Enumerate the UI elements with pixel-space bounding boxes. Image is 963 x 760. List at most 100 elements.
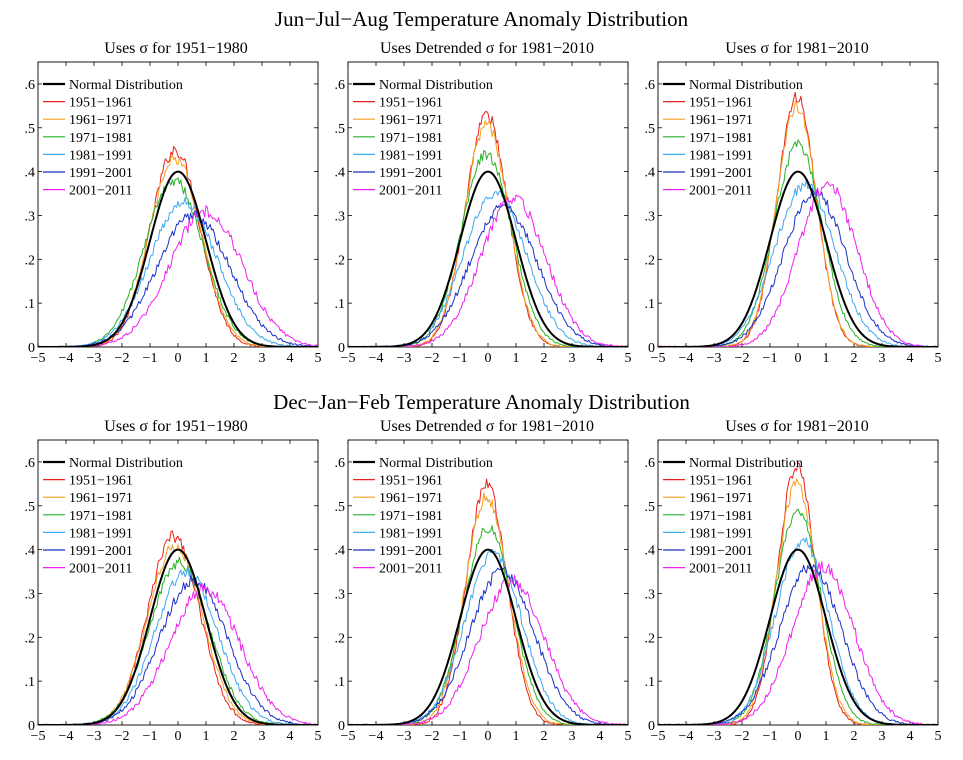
x-tick-label: −1 [763,351,778,366]
y-tick-label: .3 [645,587,656,602]
y-tick-label: .2 [645,253,656,268]
legend-label: 1991−2001 [69,544,133,559]
series-line-2001-2011 [38,582,318,725]
row-title-winter: Dec−Jan−Feb Temperature Anomaly Distribu… [273,390,690,414]
x-tick-label: −4 [369,351,384,366]
x-tick-label: 5 [315,729,322,744]
x-tick-label: −4 [59,729,74,744]
x-tick-label: −3 [397,351,412,366]
series-lines [348,478,628,725]
panel-4: −5 −4 −3 −2 −1 0 1 2 3 4 5 0 .1 .2 .3 .4 .5 .6 Normal Dist… [25,439,322,744]
y-tick-label: .4 [645,166,656,181]
x-tick-label: −1 [453,729,468,744]
x-tick-label: −1 [453,351,468,366]
x-tick-label: 4 [287,729,294,744]
y-tick-label: .2 [335,631,346,646]
y-tick-label: .2 [645,631,656,646]
legend-label: 1971−1981 [689,131,753,146]
series-line-1971-1981 [658,508,938,725]
panel-2: −5 −4 −3 −2 −1 0 1 2 3 4 5 0 .1 .2 .3 .4 .5 .6 Normal Dist… [335,61,632,366]
x-tick-label: 2 [851,351,858,366]
y-tick-label: .4 [25,166,36,181]
series-lines [348,110,628,347]
x-tick-label: −4 [679,351,694,366]
legend-label: 1991−2001 [69,166,133,181]
y-tick-label: .6 [645,78,656,93]
legend-label: Normal Distribution [379,78,493,93]
x-tick-label: −1 [763,729,778,744]
series-line-normal-distribution [38,548,318,725]
legend-label: 2001−2011 [69,184,132,199]
x-tick-label: −1 [143,351,158,366]
legend-label: 2001−2011 [69,562,132,577]
x-tick-label: 1 [513,729,520,744]
series-line-1971-1981 [38,556,318,725]
y-tick-label: .6 [335,456,346,471]
legend-label: Normal Distribution [379,456,493,471]
panel-6: −5 −4 −3 −2 −1 0 1 2 3 4 5 0 .1 .2 .3 .4 .5 .6 Normal Dist… [645,439,942,744]
x-tick-label: 0 [795,351,802,366]
x-tick-label: 1 [823,729,830,744]
x-tick-label: −3 [707,729,722,744]
series-line-1981-1991 [658,179,938,347]
x-tick-label: −1 [143,729,158,744]
legend-label: 1961−1971 [379,113,443,128]
legend: Normal Distribution 1951−1961 1961−1971 197… [663,78,803,199]
legend-label: 1991−2001 [689,544,753,559]
x-tick-label: −2 [735,351,750,366]
x-tick-label: 4 [907,729,914,744]
x-tick-label: 5 [935,351,942,366]
legend-label: 1961−1971 [69,113,133,128]
series-line-1991-2001 [658,564,938,725]
y-tick-label: .3 [25,209,36,224]
x-tick-label: 2 [231,729,238,744]
legend-label: 1951−1961 [379,474,443,489]
y-tick-label: .4 [645,544,656,559]
x-tick-label: −2 [735,729,750,744]
legend-label: 1991−2001 [379,166,443,181]
x-tick-label: 4 [287,351,294,366]
x-tick-label: −2 [425,351,440,366]
legend-label: 1971−1981 [379,509,443,524]
legend-label: 1951−1961 [69,474,133,489]
legend: Normal Distribution 1951−1961 1961−1971 197… [353,78,493,199]
y-tick-label: .5 [645,500,656,515]
y-tick-label: .6 [25,78,36,93]
x-tick-label: 1 [203,729,210,744]
legend: Normal Distribution 1951−1961 1961−1971 197… [43,78,183,199]
legend-label: 1981−1991 [689,148,753,163]
legend-label: 2001−2011 [379,184,442,199]
x-tick-label: 3 [569,729,576,744]
x-tick-label: 2 [541,729,548,744]
legend-label: 1961−1971 [379,491,443,506]
x-tick-label: −4 [679,729,694,744]
legend-label: 1951−1961 [69,96,133,111]
series-line-1951-1961 [38,530,318,725]
x-tick-label: −4 [59,351,74,366]
x-tick-label: 5 [315,351,322,366]
series-line-1981-1991 [348,190,628,347]
x-tick-label: 3 [879,729,886,744]
legend-label: 2001−2011 [379,562,442,577]
y-tick-label: .5 [335,122,346,137]
legend-label: 1951−1961 [689,96,753,111]
legend-label: 1971−1981 [379,131,443,146]
series-line-1991-2001 [38,575,318,725]
x-tick-label: −3 [397,729,412,744]
y-tick-label: .3 [25,587,36,602]
legend-label: 1981−1991 [379,148,443,163]
series-line-1991-2001 [348,566,628,725]
x-tick-label: −5 [651,351,666,366]
series-line-2001-2011 [38,205,318,347]
series-line-2001-2011 [348,194,628,347]
legend-label: 1981−1991 [69,148,133,163]
y-tick-label: .4 [335,166,346,181]
x-tick-label: 3 [569,351,576,366]
legend-label: 2001−2011 [689,562,752,577]
y-tick-label: .5 [25,122,36,137]
panel-title-jja-1: Uses σ for 1951−1980 [104,40,248,57]
y-tick-label: 0 [28,719,35,734]
y-tick-label: .4 [335,544,346,559]
y-tick-label: .2 [25,631,36,646]
